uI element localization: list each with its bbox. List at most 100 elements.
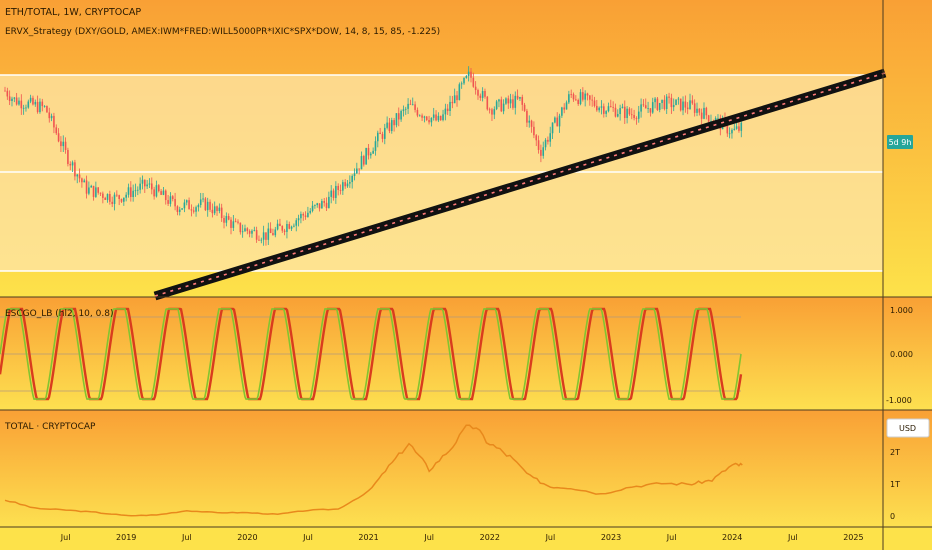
candle-body [302,213,305,216]
candle-body [192,210,195,212]
candle-body [423,116,426,118]
candle-body [69,163,72,166]
candle-body [374,141,377,151]
candle-body [691,100,694,104]
candle-body [460,83,463,85]
candle-body [246,228,249,231]
candle-body [202,198,204,200]
candle-body [311,205,314,211]
candle-body [267,228,270,240]
candle-body [92,185,95,197]
candle-body [78,174,81,179]
candle-body [127,187,130,195]
candle-body [97,187,99,193]
candles-group [4,66,743,246]
candle-body [507,98,510,104]
strategy-label[interactable]: ERVX_Strategy (DXY/GOLD, AMEX:IWM*FRED:W… [5,27,440,37]
candle-body [167,200,169,204]
candle-body [400,110,402,120]
candle-body [290,226,293,229]
candle-body [43,106,46,107]
candle-body [388,122,391,132]
candle-body [425,116,428,120]
candle-body [239,222,242,233]
time-tick-label: Jul [181,533,192,542]
candle-body [365,147,367,165]
oscillator-label[interactable]: ESCGO_LB (hl2, 10, 0.8) [5,309,113,319]
candle-body [258,239,260,241]
candle-body [155,185,158,197]
candle-body [675,99,677,106]
total-tick-1t: 1T [890,480,900,489]
candle-body [435,114,437,121]
time-tick-label: Jul [302,533,313,542]
candle-body [157,185,160,192]
trend-line[interactable] [153,68,887,301]
candle-body [293,225,295,227]
candle-body [700,112,703,119]
candle-body [146,184,148,187]
candle-body [206,201,209,211]
total-tick-2t: 2T [890,448,900,457]
candle-body [582,92,584,100]
candle-body [276,223,279,230]
candle-body [6,90,9,97]
candle-body [390,120,393,132]
candle-body [551,122,554,134]
candle-body [733,128,736,130]
candle-body [656,98,659,110]
candle-body [397,113,400,120]
candle-body [132,190,134,198]
candle-body [612,106,614,108]
currency-button-label: USD [899,424,916,433]
candle-body [547,139,549,142]
time-axis[interactable]: Jul 2019 Jul 2020 Jul 2021 Jul 2022 Jul 2023 Jul 20… [60,533,864,542]
candle-body [379,132,381,134]
candle-body [558,115,561,127]
candle-body [465,75,468,78]
currency-button[interactable] [886,418,930,438]
candle-body [616,114,619,117]
candle-body [314,205,316,206]
candle-body [318,203,321,209]
candle-body [554,117,556,123]
candle-body [283,230,286,232]
candle-body [451,101,454,104]
candle-body [339,189,342,191]
total-label[interactable]: TOTAL · CRYPTOCAP [4,422,96,432]
candle-body [570,94,572,96]
candle-body [635,118,638,119]
candle-body [593,100,596,106]
candle-body [432,114,435,118]
candle-body [272,232,274,236]
candle-body [467,71,470,76]
candle-body [332,190,335,198]
candle-body [626,108,628,118]
candle-body [295,220,298,226]
candle-body [288,224,291,229]
candle-body [216,206,218,211]
candle-body [204,198,207,211]
time-tick-label: 2023 [601,533,621,542]
candle-body [544,139,547,148]
symbol-title[interactable]: ETH/TOTAL, 1W, CRYPTOCAP [5,7,141,18]
candle-body [15,97,18,105]
candle-body [614,107,617,117]
candle-body [29,97,32,102]
candle-body [300,213,302,219]
candle-body [55,127,58,134]
candle-body [137,189,139,191]
candle-body [521,97,524,105]
candle-body [535,135,538,141]
candle-body [323,201,326,203]
candle-body [120,199,123,202]
candle-body [160,191,162,195]
candle-body [488,109,491,111]
candle-body [174,198,176,207]
candle-body [686,107,689,110]
candle-body [71,162,74,166]
candle-body [453,95,456,104]
candle-body [260,239,263,241]
candle-body [714,118,717,122]
